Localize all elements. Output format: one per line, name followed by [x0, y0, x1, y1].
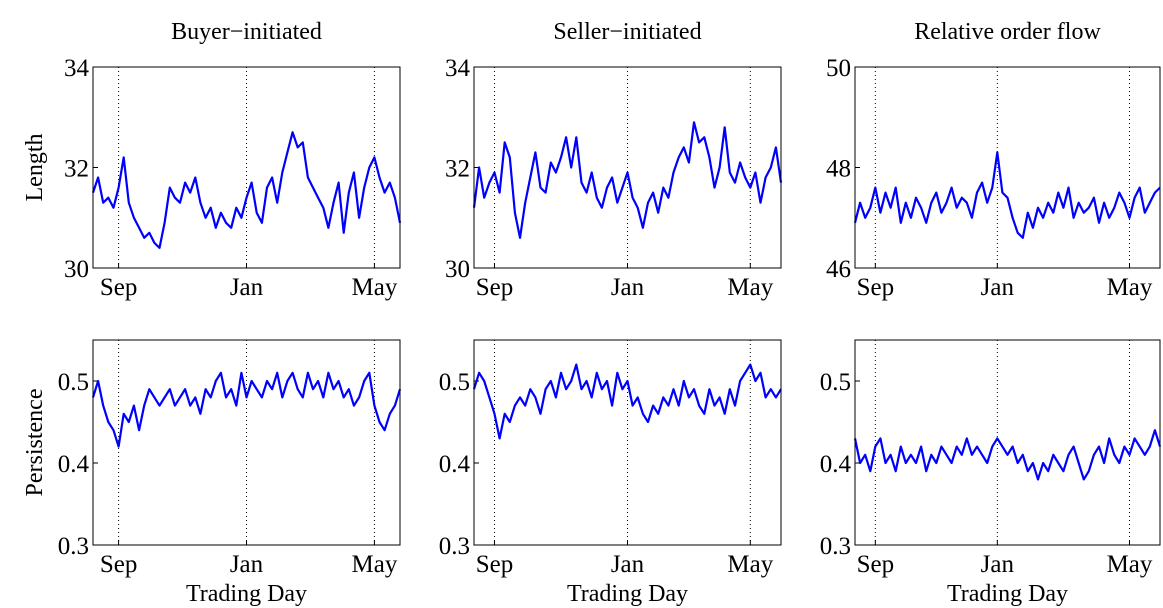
plot-frame — [473, 339, 782, 546]
x-tick-label: Sep — [476, 274, 514, 301]
x-tick-label: Sep — [100, 551, 138, 578]
y-tick-label: 34 — [445, 55, 471, 82]
y-tick-label: 46 — [826, 256, 851, 283]
plot-frame — [92, 66, 401, 269]
x-tick-label: Jan — [981, 551, 1015, 578]
data-line — [91, 131, 402, 249]
data-line — [91, 371, 402, 448]
x-axis-label: Trading Day — [567, 581, 688, 607]
y-tick-label: 0.4 — [820, 451, 852, 478]
x-tick-label: May — [727, 551, 773, 578]
data-line — [472, 121, 783, 239]
y-tick-label: 0.4 — [439, 451, 471, 478]
data-line — [853, 151, 1161, 239]
plot-frame — [473, 66, 782, 269]
x-axis-label: Trading Day — [186, 581, 307, 607]
x-tick-label: Jan — [611, 274, 645, 301]
chart-title: Relative order flow — [914, 19, 1101, 45]
x-tick-label: May — [352, 551, 398, 578]
y-tick-label: 0.4 — [58, 451, 90, 478]
data-line — [472, 363, 782, 440]
x-tick-label: Sep — [857, 551, 895, 578]
plot-frame — [854, 66, 1161, 269]
x-axis-label: Trading Day — [947, 581, 1068, 607]
y-tick-label: 32 — [445, 156, 470, 183]
x-tick-label: Jan — [230, 551, 264, 578]
data-line — [853, 429, 1162, 481]
y-tick-label: 0.3 — [58, 533, 89, 560]
chart-title: Buyer−initiated — [171, 19, 322, 45]
y-tick-label: 0.5 — [820, 369, 851, 396]
x-tick-label: Jan — [230, 274, 264, 301]
x-tick-label: Sep — [100, 274, 138, 301]
y-axis-label: Length — [22, 134, 48, 202]
x-tick-label: Jan — [611, 551, 645, 578]
x-tick-label: May — [1107, 274, 1153, 301]
y-tick-label: 0.5 — [439, 369, 470, 396]
x-tick-label: Sep — [857, 274, 895, 301]
y-tick-label: 48 — [826, 156, 851, 183]
plot-frame — [92, 339, 401, 546]
y-tick-label: 0.3 — [820, 533, 851, 560]
plot-frame — [854, 339, 1161, 546]
x-tick-label: May — [352, 274, 398, 301]
y-tick-label: 32 — [64, 156, 89, 183]
y-tick-label: 30 — [64, 256, 89, 283]
y-tick-label: 0.5 — [58, 369, 89, 396]
y-tick-label: 30 — [445, 256, 470, 283]
y-tick-label: 34 — [64, 55, 90, 82]
x-tick-label: Sep — [476, 551, 514, 578]
y-tick-label: 50 — [826, 55, 851, 82]
y-axis-label: Persistence — [22, 389, 48, 497]
chart-title: Seller−initiated — [553, 19, 701, 45]
x-tick-label: May — [727, 274, 773, 301]
y-tick-label: 0.3 — [439, 533, 470, 560]
x-tick-label: May — [1107, 551, 1153, 578]
x-tick-label: Jan — [981, 274, 1015, 301]
